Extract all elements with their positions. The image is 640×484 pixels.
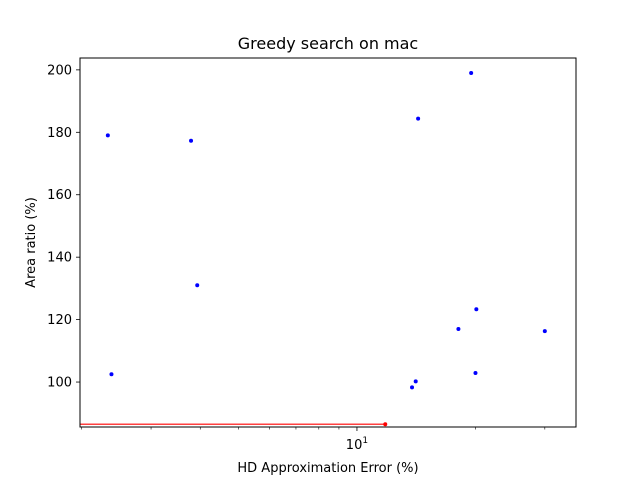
data-point	[416, 116, 421, 121]
y-tick-label: 160	[47, 188, 72, 203]
y-tick-label: 100	[47, 376, 72, 391]
axis-layer: 100 120 140 160 180 200 101	[47, 63, 546, 453]
y-tick-label: 200	[47, 63, 72, 78]
data-point	[189, 138, 194, 143]
y-tick-label: 180	[47, 126, 72, 141]
data-point	[456, 326, 461, 331]
y-tick-label: 140	[47, 251, 72, 266]
x-axis-label: HD Approximation Error (%)	[237, 461, 418, 476]
y-axis-label: Area ratio (%)	[24, 197, 39, 288]
data-point	[410, 385, 415, 390]
y-tick-label: 120	[47, 313, 72, 328]
data-point	[413, 379, 418, 384]
data-point	[105, 133, 110, 138]
data-point	[542, 329, 547, 334]
data-point	[473, 370, 478, 375]
plot-frame	[79, 57, 577, 428]
data-point	[469, 70, 474, 75]
data-point	[383, 422, 388, 427]
x-tick-label: 101	[346, 436, 368, 453]
data-point	[109, 372, 114, 377]
chart-title: Greedy search on mac	[238, 34, 418, 53]
data-point	[474, 307, 479, 312]
plot-layer	[80, 70, 547, 427]
data-point	[195, 283, 200, 288]
